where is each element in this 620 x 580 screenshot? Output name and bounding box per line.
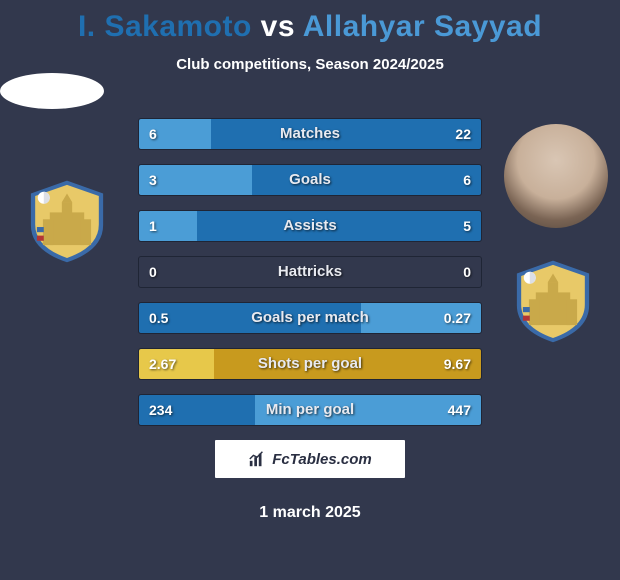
stat-label: Min per goal [139,395,481,425]
brand-label: FcTables.com [272,451,371,468]
stat-label: Matches [139,119,481,149]
stat-row: 2.679.67Shots per goal [138,348,482,380]
player1-name: I. Sakamoto [78,10,252,43]
snapshot-date: 1 march 2025 [0,504,620,522]
stat-row: 36Goals [138,164,482,196]
stat-label: Hattricks [139,257,481,287]
stat-row: 15Assists [138,210,482,242]
stat-label: Assists [139,211,481,241]
stat-row: 622Matches [138,118,482,150]
player1-club-crest [24,178,110,264]
stat-label: Goals [139,165,481,195]
player2-name: Allahyar Sayyad [303,10,542,43]
stat-label: Shots per goal [139,349,481,379]
stats-container: 622Matches 36Goals 15Assists 00Hattricks 0.5… [138,118,482,440]
comparison-subtitle: Club competitions, Season 2024/2025 [0,56,620,73]
comparison-title: I. Sakamoto vs Allahyar Sayyad [0,0,620,44]
player2-club-crest [510,258,596,344]
player1-avatar [0,73,104,109]
stat-row: 0.50.27Goals per match [138,302,482,334]
stat-label: Goals per match [139,303,481,333]
stat-row: 00Hattricks [138,256,482,288]
vs-separator: vs [261,10,303,43]
chart-icon [248,450,266,468]
brand-box[interactable]: FcTables.com [215,440,405,478]
player2-avatar [504,124,608,228]
stat-row: 234447Min per goal [138,394,482,426]
